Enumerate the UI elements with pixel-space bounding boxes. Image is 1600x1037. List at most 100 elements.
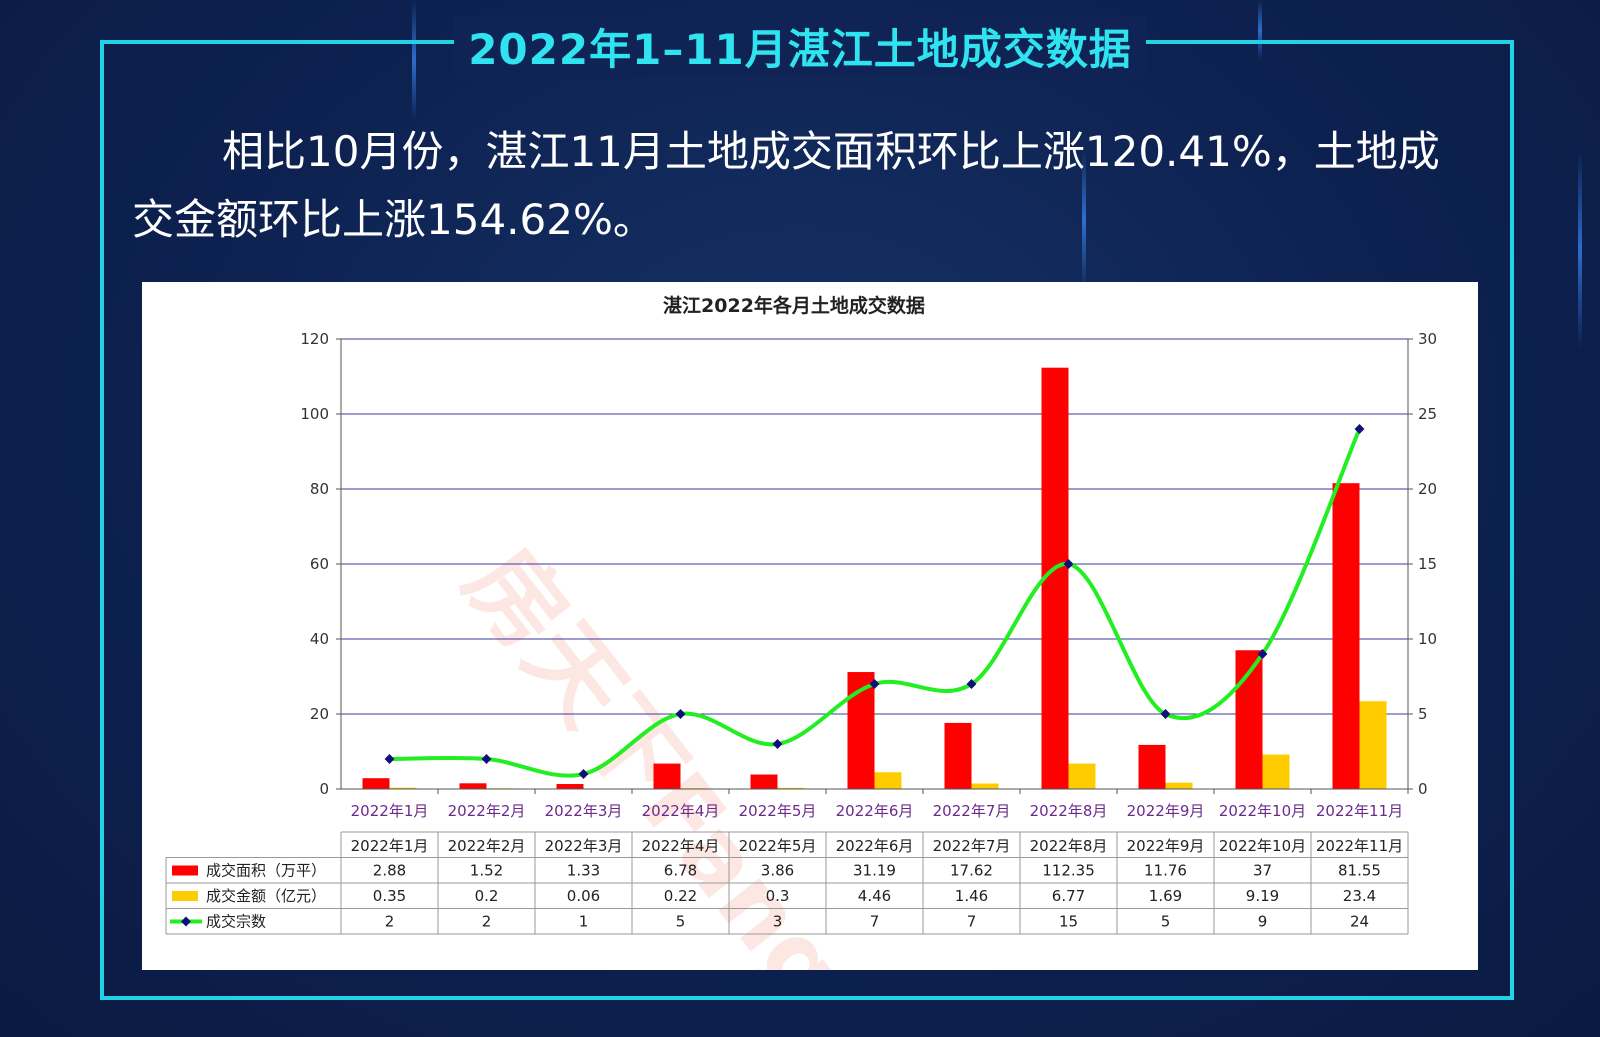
area-bar: [1332, 483, 1360, 789]
right-tick-label: 25: [1418, 405, 1437, 423]
left-tick-label: 120: [300, 330, 329, 348]
table-value-cell: 81.55: [1338, 862, 1381, 880]
chart-title: 湛江2022年各月土地成交数据: [663, 294, 925, 317]
right-tick-label: 15: [1418, 555, 1437, 573]
count-point: [481, 754, 492, 764]
table-value-cell: 9.19: [1246, 887, 1279, 905]
table-value-cell: 4.46: [858, 887, 891, 905]
title-bar: 2022年1–11月湛江土地成交数据: [0, 16, 1600, 77]
right-tick-label: 10: [1418, 630, 1437, 648]
table-value-cell: 37: [1253, 862, 1272, 880]
x-tick-label: 2022年5月: [739, 802, 817, 820]
left-tick-label: 100: [300, 405, 329, 423]
area-bar: [944, 722, 972, 789]
amount-bar: [874, 772, 902, 789]
table-value-cell: 15: [1059, 913, 1078, 931]
x-tick-label: 2022年8月: [1030, 802, 1108, 820]
legend-marker: [181, 916, 191, 927]
x-tick-label: 2022年6月: [836, 802, 914, 820]
left-tick-label: 0: [319, 780, 329, 798]
data-table: 2022年1月 2022年2月 2022年3月 2022年4月 2022年5月 2022年…: [165, 831, 1409, 935]
table-value-cell: 7: [870, 913, 880, 931]
table-value-cell: 1: [579, 913, 589, 931]
count-point: [1354, 424, 1365, 434]
amount-bar: [971, 783, 999, 789]
table-value-cell: 7: [967, 913, 977, 931]
table-value-cell: 3: [773, 913, 783, 931]
table-header-cell: 2022年2月: [448, 837, 526, 855]
area-bar: [653, 763, 681, 789]
amount-bar: [1165, 782, 1193, 789]
table-value-cell: 5: [676, 913, 686, 931]
legend-label: 成交金额（亿元）: [206, 887, 326, 905]
count-point: [384, 754, 395, 764]
table-header-cell: 2022年9月: [1127, 837, 1205, 855]
table-header-cell: 2022年7月: [933, 837, 1011, 855]
table-value-cell: 6.77: [1052, 887, 1085, 905]
left-tick-label: 20: [310, 705, 329, 723]
right-tick-label: 0: [1418, 780, 1428, 798]
table-value-cell: 0.2: [475, 887, 499, 905]
left-tick-label: 60: [310, 555, 329, 573]
area-bar: [459, 783, 487, 789]
chart-line: [384, 424, 1365, 779]
x-tick-label: 2022年2月: [448, 802, 526, 820]
x-tick-label: 2022年11月: [1316, 802, 1403, 820]
table-value-cell: 0.22: [664, 887, 697, 905]
left-tick-label: 80: [310, 480, 329, 498]
legend-label: 成交宗数: [206, 913, 266, 931]
table-value-cell: 2.88: [373, 862, 406, 880]
amount-bar: [389, 787, 417, 789]
chart-axes: 0 20 40 60 80 100 120 0 5 10 15 20 25 30 2022年1月 2022年2…: [300, 330, 1437, 820]
count-point: [1160, 709, 1171, 719]
chart-panel: 房天下Fang 0 20 40 60 80 100 120 0 5 10 15 20 25 30 2022年…: [142, 282, 1478, 1025]
table-value-cell: 9: [1258, 913, 1268, 931]
x-tick-label: 2022年10月: [1219, 802, 1306, 820]
table-value-cell: 3.86: [761, 862, 794, 880]
table-header-cell: 2022年1月: [351, 837, 429, 855]
count-point: [578, 769, 589, 779]
table-value-cell: 1.52: [470, 862, 503, 880]
count-point: [675, 709, 686, 719]
count-point: [966, 679, 977, 689]
right-tick-label: 30: [1418, 330, 1437, 348]
table-header-cell: 2022年3月: [545, 837, 623, 855]
table-value-cell: 5: [1161, 913, 1171, 931]
table-header-cell: 2022年4月: [642, 837, 720, 855]
land-transaction-chart: 房天下Fang 0204060801001200510152025302022年…: [165, 294, 1437, 1025]
legend-swatch: [172, 891, 198, 901]
table-value-cell: 2: [385, 913, 395, 931]
amount-bar: [1262, 754, 1290, 789]
table-value-cell: 24: [1350, 913, 1369, 931]
table-value-cell: 0.06: [567, 887, 600, 905]
page-title: 2022年1–11月湛江土地成交数据: [454, 16, 1146, 77]
table-header-cell: 2022年11月: [1316, 837, 1403, 855]
x-tick-label: 2022年3月: [545, 802, 623, 820]
count-point: [869, 679, 880, 689]
table-value-cell: 0.3: [766, 887, 790, 905]
table-header-cell: 2022年8月: [1030, 837, 1108, 855]
area-bar: [750, 774, 778, 789]
amount-bar: [1068, 763, 1096, 789]
watermark: 房天下Fang: [444, 528, 866, 970]
amount-bar: [1359, 701, 1387, 789]
legend-label: 成交面积（万平）: [206, 862, 326, 880]
amount-bar: [777, 787, 805, 789]
table-value-cell: 112.35: [1042, 862, 1095, 880]
summary-text: 相比10月份，湛江11月土地成交面积环比上涨120.41%，土地成交金额环比上涨…: [132, 127, 1440, 244]
table-value-cell: 6.78: [664, 862, 697, 880]
table-header-cell: 2022年10月: [1219, 837, 1306, 855]
table-value-cell: 1.69: [1149, 887, 1182, 905]
x-tick-label: 2022年1月: [351, 802, 429, 820]
x-tick-label: 2022年7月: [933, 802, 1011, 820]
right-tick-label: 20: [1418, 480, 1437, 498]
table-value-cell: 0.35: [373, 887, 406, 905]
area-bar: [556, 784, 584, 789]
count-point: [772, 739, 783, 749]
table-value-cell: 17.62: [950, 862, 993, 880]
table-value-cell: 23.4: [1343, 887, 1376, 905]
x-tick-label: 2022年9月: [1127, 802, 1205, 820]
table-value-cell: 31.19: [853, 862, 896, 880]
table-value-cell: 11.76: [1144, 862, 1187, 880]
table-header-cell: 2022年5月: [739, 837, 817, 855]
